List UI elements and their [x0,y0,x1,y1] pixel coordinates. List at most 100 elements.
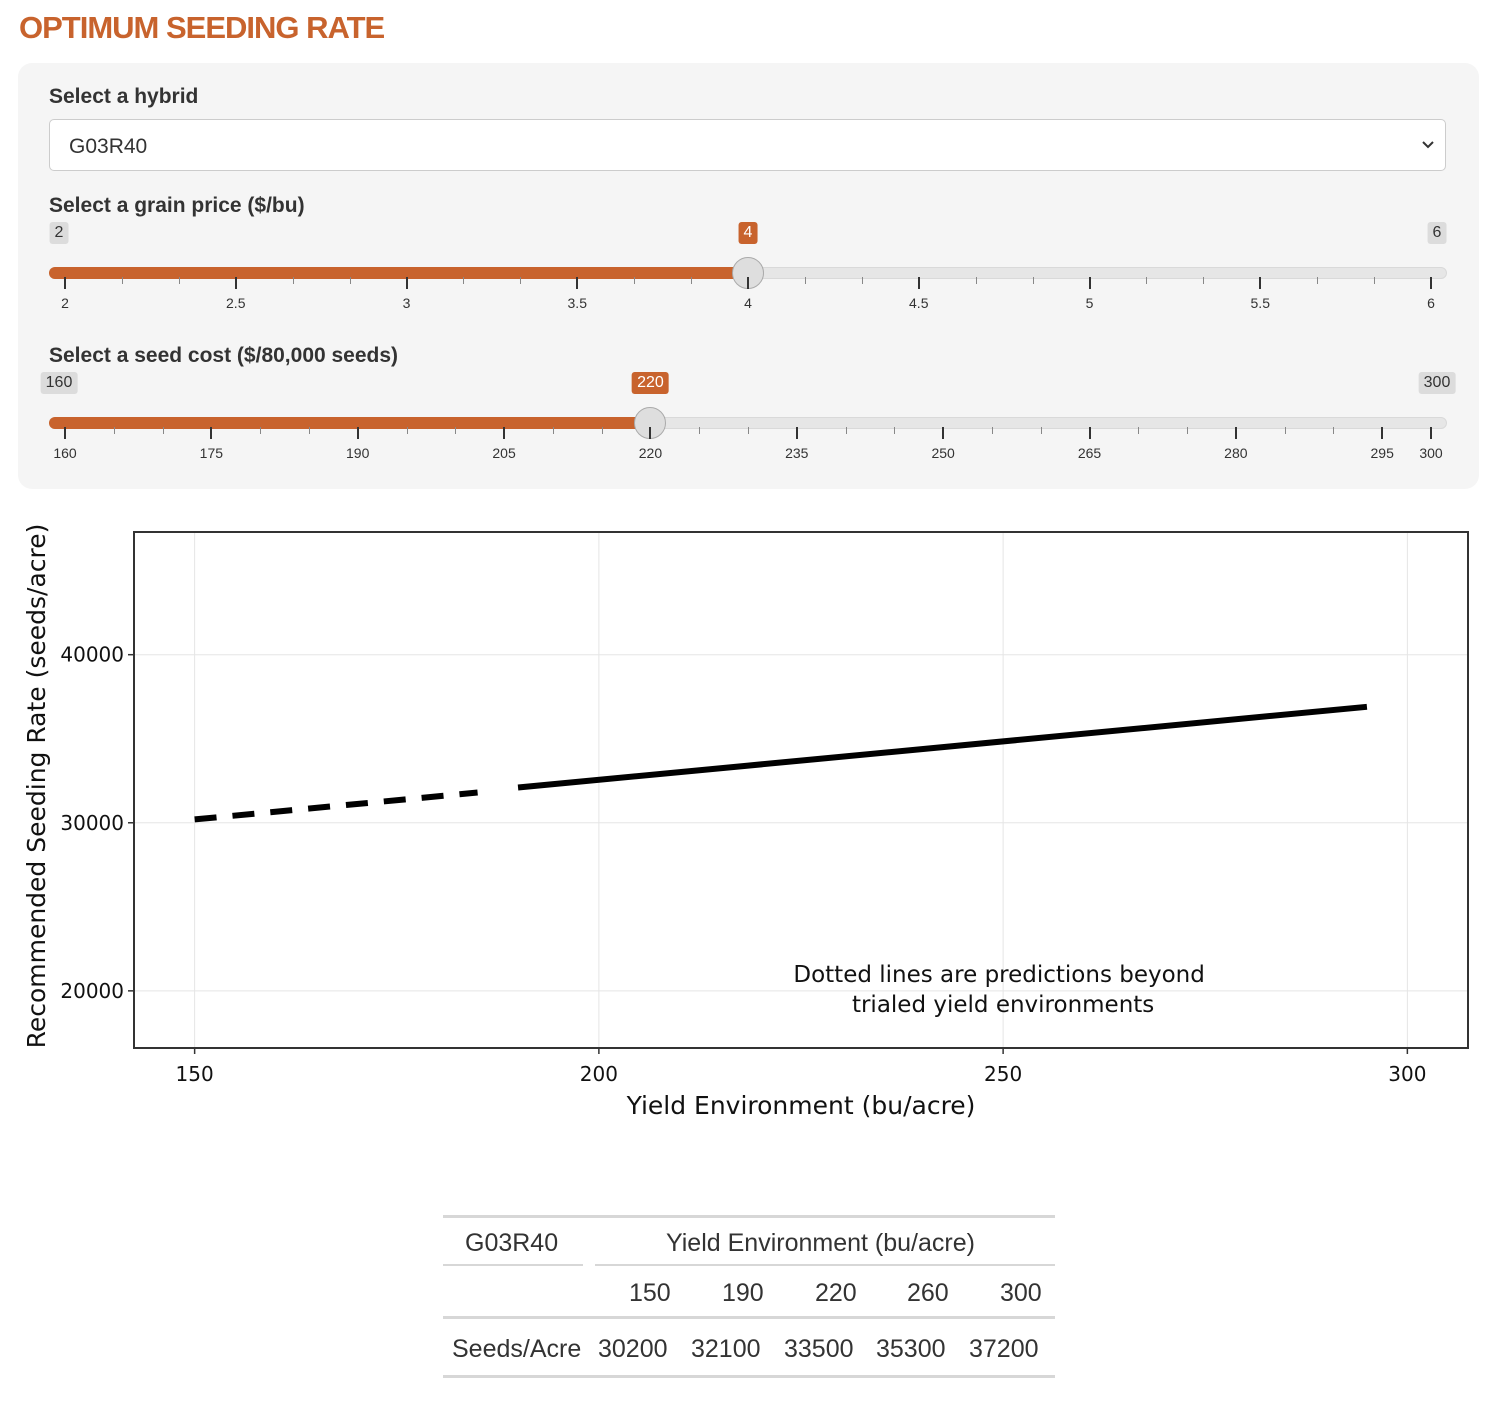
table-yield-190: 190 [722,1279,764,1307]
seed-cost-tick-label: 190 [346,445,370,461]
grain-price-tick-label: 2.5 [226,295,246,311]
x-tick-label: 150 [176,1062,214,1086]
seed-cost-major-tick [1234,427,1237,439]
grain-price-minor-tick [1146,277,1148,284]
seed-cost-major-tick [1430,427,1432,439]
table-bottom-rule [443,1375,1055,1378]
chart-annotation-line-2: trialed yield environments [852,992,1154,1018]
grain-price-minor-tick [178,277,180,284]
table-hybrid-header-rule [443,1264,583,1266]
table-seeds-190: 32100 [691,1335,761,1363]
seed-cost-tick-label: 205 [492,445,516,461]
hybrid-label: Select a hybrid [49,85,199,108]
grain-price-major-tick [747,277,749,289]
seed-cost-major-tick [503,427,506,439]
seed-cost-minor-tick [260,427,262,434]
chart-grid [134,532,1468,1048]
seed-cost-major-tick [795,427,798,439]
grain-price-tick-label: 2 [61,295,69,311]
chart-axes: 150 200 250 300 20000 30000 40000 [60,643,1426,1086]
grain-price-minor-tick [975,277,977,284]
grain-price-min-label: 2 [49,222,69,244]
grain-price-slider[interactable]: 2 6 4 2 2.5 3 3.5 4 4.5 5 5.5 6 [49,222,1447,507]
grain-price-minor-tick [121,277,123,284]
seed-cost-minor-tick [1138,427,1140,434]
grain-price-label: Select a grain price ($/bu) [49,194,305,217]
table-seeds-150: 30200 [598,1335,668,1363]
seed-cost-minor-tick [991,427,993,434]
grain-price-minor-tick [804,277,806,284]
hybrid-select-value: G03R40 [69,135,148,158]
seed-cost-minor-tick [113,427,115,434]
seed-cost-minor-tick [162,427,164,434]
grain-price-value-label: 4 [738,222,758,244]
table-group-header: Yield Environment (bu/acre) [666,1229,975,1257]
seed-cost-minor-tick [894,427,896,434]
seed-cost-minor-tick [845,427,847,434]
chevron-down-icon [1421,135,1435,160]
table-yield-300: 300 [1000,1279,1042,1307]
table-header-rule [443,1316,1055,1319]
y-tick-label: 30000 [60,811,124,835]
table-seeds-300: 37200 [969,1335,1039,1363]
grain-price-major-tick [1259,277,1262,289]
table-hybrid-header: G03R40 [465,1229,559,1257]
seed-cost-minor-tick [748,427,749,434]
x-axis-label: Yield Environment (bu/acre) [626,1091,976,1120]
hybrid-select[interactable]: G03R40 [49,119,1446,171]
grain-price-minor-tick [691,277,693,284]
grain-price-minor-tick [1032,277,1034,284]
table-group-header-rule [595,1264,1055,1266]
grain-price-major-tick [234,277,237,289]
grain-price-major-tick [405,277,408,289]
grain-price-tick-label: 4.5 [909,295,929,311]
y-tick-label: 40000 [60,643,124,667]
seed-cost-tick-label: 235 [785,445,809,461]
seed-cost-minor-tick [455,427,457,434]
grain-price-major-tick [1088,277,1091,289]
grain-price-minor-tick [634,277,636,284]
seed-cost-minor-tick [552,427,554,434]
trialed-line-solid [517,703,1368,791]
grain-price-major-tick [917,277,920,289]
grain-price-slider-fill [49,267,748,279]
predicted-line-dashed [194,789,478,823]
grain-price-minor-tick [292,277,294,284]
seed-cost-slider[interactable]: 160 300 220 160 175 190 205 220 235 250 265 280 2… [40,372,1456,657]
seed-cost-minor-tick [308,427,310,434]
controls-panel: Select a hybrid G03R40 Select a grain pr… [18,63,1479,489]
seed-cost-major-tick [64,427,66,439]
app-title: OPTIMUM SEEDING RATE [19,10,385,45]
seed-cost-tick-label: 250 [931,445,955,461]
seed-cost-major-tick [1381,427,1384,439]
chart-annotation-line-1: Dotted lines are predictions beyond [793,962,1204,988]
seed-cost-minor-tick [1284,427,1286,434]
table-seeds-260: 35300 [876,1335,946,1363]
seed-cost-major-tick [649,427,652,439]
grain-price-tick-label: 6 [1427,295,1435,311]
seed-cost-value-label: 220 [632,372,669,394]
grain-price-minor-tick [861,277,863,284]
seed-cost-tick-label: 160 [53,445,77,461]
seed-cost-minor-tick [1333,427,1335,434]
y-axis-label: Recommended Seeding Rate (seeds/acre) [22,524,51,1049]
table-seeds-220: 33500 [784,1335,854,1363]
grain-price-minor-tick [349,277,351,284]
seed-cost-max-label: 300 [1418,372,1456,394]
grain-price-minor-tick [520,277,522,284]
seed-cost-tick-label: 220 [638,445,663,461]
seeding-rate-chart: 150 200 250 300 20000 30000 40000 Dotted lines… [22,524,1469,1120]
grain-price-major-tick [1430,277,1432,289]
grain-price-minor-tick [1317,277,1319,284]
seed-cost-minor-tick [1187,427,1189,434]
x-tick-label: 250 [984,1062,1022,1086]
grain-price-tick-label: 4 [744,295,752,311]
seed-cost-major-tick [1088,427,1091,439]
grain-price-max-label: 6 [1427,222,1447,244]
seed-cost-tick-label: 300 [1419,445,1443,461]
seed-cost-tick-label: 295 [1370,445,1394,461]
chart-series [194,703,1368,823]
table-yield-220: 220 [815,1279,857,1307]
x-tick-label: 300 [1388,1062,1426,1086]
grain-price-minor-tick [463,277,465,284]
